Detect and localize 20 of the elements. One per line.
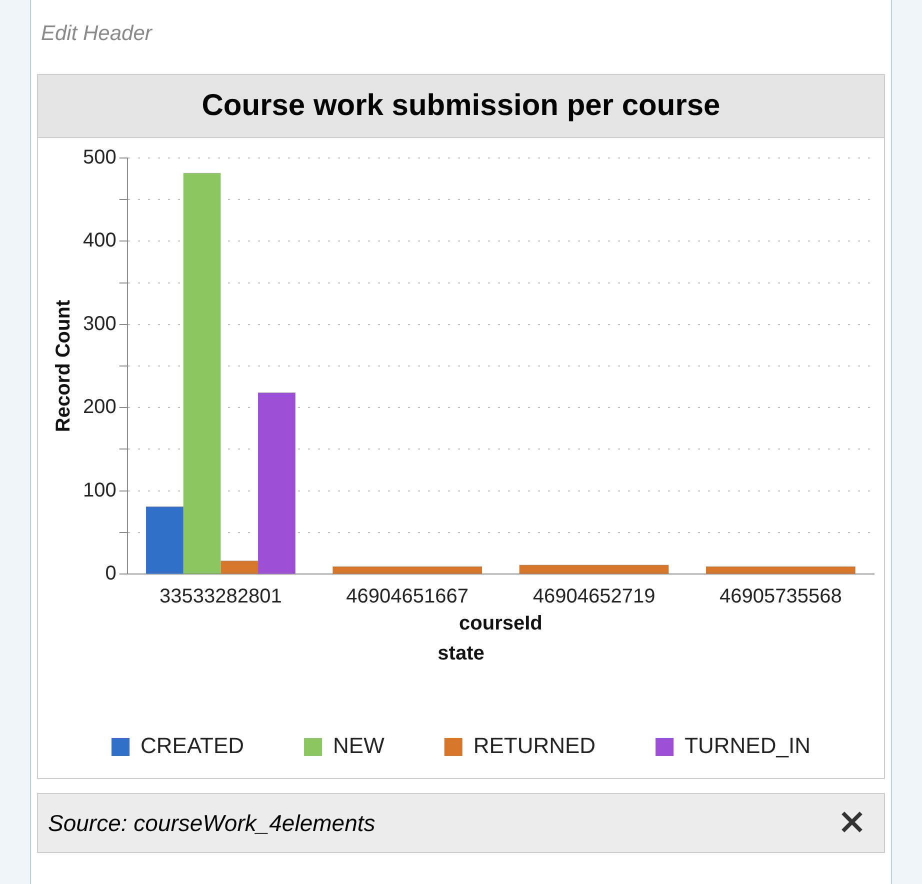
chart-title: Course work submission per course bbox=[38, 75, 884, 138]
y-tick-label: 200 bbox=[82, 396, 116, 418]
y-tick-label: 100 bbox=[82, 479, 116, 502]
x-tick-label: 46904652719 bbox=[532, 586, 656, 608]
x-tick-label: 33533282801 bbox=[160, 586, 282, 608]
source-note: Source: courseWork_4elements bbox=[48, 810, 376, 837]
y-tick-label: 0 bbox=[105, 562, 116, 585]
x-axis-title: courseId bbox=[459, 612, 542, 635]
y-tick-label: 300 bbox=[82, 312, 116, 335]
legend-label: RETURNED bbox=[473, 733, 596, 758]
legend-label: NEW bbox=[333, 733, 385, 758]
y-tick-label: 400 bbox=[82, 230, 116, 252]
text: Edit Header bbox=[41, 22, 154, 47]
x-tick-label: 46905735568 bbox=[719, 586, 842, 608]
x-tick-label: 46904651667 bbox=[346, 586, 469, 608]
y-tick-label: 500 bbox=[82, 146, 116, 169]
legend-title: state bbox=[438, 642, 484, 665]
legend-label: TURNED_IN bbox=[684, 733, 810, 758]
y-axis-title: Record Count bbox=[52, 300, 75, 432]
legend-label: CREATED bbox=[140, 733, 244, 758]
